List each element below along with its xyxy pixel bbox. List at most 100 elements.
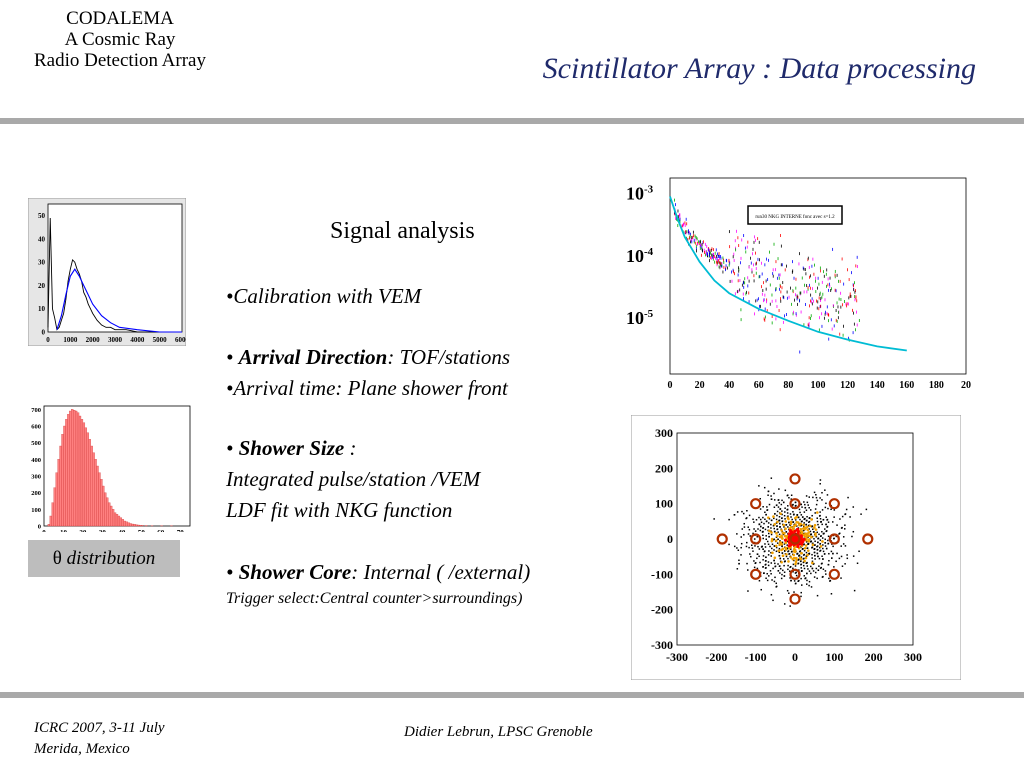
core-point [789, 566, 792, 568]
core-point [796, 514, 799, 516]
core-point-highlight [780, 560, 783, 564]
core-point [790, 494, 793, 496]
core-point-highlight [800, 551, 803, 555]
x-tick-label: 80 [783, 380, 793, 391]
core-point [791, 550, 793, 553]
central-core-point [796, 544, 800, 548]
core-point [808, 580, 811, 583]
core-point [844, 513, 847, 515]
core-point [766, 506, 768, 508]
core-point [806, 547, 809, 549]
core-point-highlight [773, 523, 776, 526]
core-point [777, 499, 780, 501]
core-point [786, 540, 789, 543]
core-point [820, 535, 822, 537]
core-point [860, 513, 862, 515]
core-point-highlight [802, 523, 806, 527]
x-tick-label: 100 [825, 650, 843, 664]
core-point [762, 555, 765, 557]
core-point-highlight [771, 551, 774, 555]
y-tick-label: 0 [38, 524, 41, 531]
scintillator-station [789, 533, 801, 545]
core-point [818, 533, 820, 536]
core-point [750, 555, 752, 558]
core-point [738, 559, 740, 562]
y-tick-label: 10-3 [626, 184, 654, 204]
core-point [800, 514, 803, 516]
y-tick-label: 100 [31, 507, 41, 514]
core-point-highlight [779, 512, 782, 516]
core-point [825, 502, 827, 505]
y-tick-label: 20 [38, 282, 46, 290]
core-point [828, 552, 830, 555]
core-point [786, 512, 789, 514]
core-point [833, 509, 836, 511]
core-point [803, 543, 805, 545]
core-point [767, 564, 770, 567]
core-point [766, 509, 769, 511]
histogram-bar [59, 445, 62, 527]
theta-histogram: 0102030405060700100200300400500600700 [31, 405, 191, 532]
core-point [758, 516, 760, 519]
core-point [787, 550, 790, 552]
core-point [820, 520, 822, 523]
theta-distribution-caption: θ distribution [28, 540, 180, 577]
core-point [770, 498, 773, 500]
core-point [816, 520, 819, 523]
core-point [763, 572, 765, 574]
core-point-highlight [792, 553, 796, 557]
core-point-highlight [793, 550, 797, 554]
core-point [767, 543, 770, 546]
core-point-highlight [806, 553, 809, 557]
core-point [778, 488, 780, 490]
core-point [814, 512, 816, 514]
core-point [764, 528, 767, 531]
core-point [815, 567, 818, 570]
core-point [849, 516, 851, 518]
ldf-plot: run30 NKG INTERNE fonc avec s=1.2 0 20 40 6… [626, 177, 971, 391]
core-point [747, 590, 749, 592]
core-point [773, 517, 775, 520]
core-point [770, 555, 772, 557]
core-point [747, 526, 749, 528]
core-point [781, 520, 784, 522]
core-point [775, 536, 778, 538]
conference-location: Merida, Mexico [34, 741, 130, 757]
core-point [803, 511, 806, 513]
core-point [810, 565, 812, 568]
core-point [770, 562, 773, 564]
core-point-highlight [800, 531, 804, 535]
core-point [764, 543, 766, 545]
core-point [818, 565, 820, 567]
core-point [803, 549, 806, 552]
central-core-point [783, 538, 788, 542]
core-point [785, 555, 788, 558]
core-point-highlight [782, 523, 786, 527]
core-point [821, 562, 823, 565]
core-point [800, 563, 803, 566]
core-point [814, 544, 816, 546]
core-point [804, 577, 807, 579]
x-tick-label: 4000 [130, 336, 145, 344]
core-point [777, 563, 779, 565]
core-point [827, 542, 830, 545]
histogram-bar [92, 452, 95, 527]
core-point [767, 561, 770, 563]
core-point [806, 515, 808, 518]
core-point [825, 523, 827, 526]
core-point [825, 516, 827, 518]
core-point [785, 523, 788, 526]
core-point-highlight [781, 531, 785, 535]
core-point [754, 562, 757, 564]
core-point [773, 580, 776, 583]
core-point [811, 557, 813, 559]
core-point [743, 522, 746, 525]
y-tick-label: -100 [651, 567, 673, 581]
core-point [803, 553, 806, 556]
series-line [47, 217, 182, 333]
core-point [827, 521, 830, 523]
core-point [784, 560, 786, 562]
bullet-arrival-direction: • Arrival Direction: TOF/stations [226, 345, 511, 369]
core-point [793, 513, 795, 516]
core-point [811, 546, 814, 548]
